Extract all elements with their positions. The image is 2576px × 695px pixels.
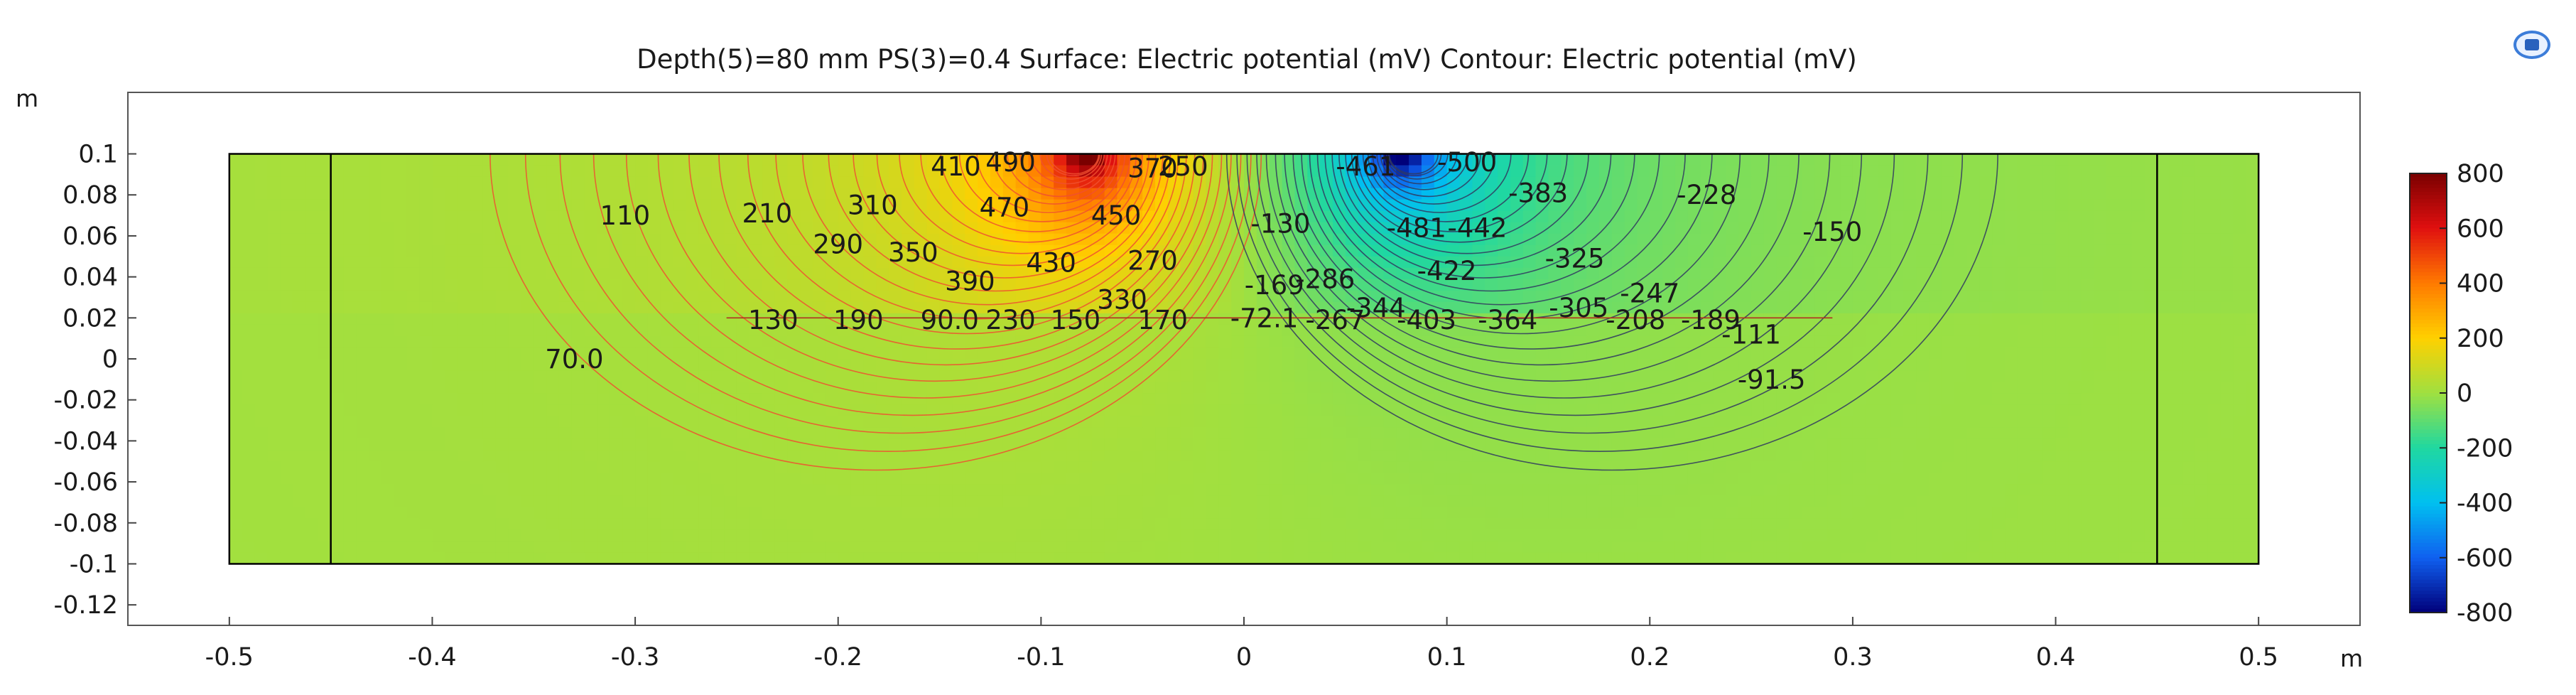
contour-label: 430 <box>1026 247 1076 278</box>
contour-label: -461 <box>1336 151 1395 182</box>
contour-label: 490 <box>985 147 1036 178</box>
contour-label: 130 <box>748 305 799 335</box>
x-tick-label: -0.4 <box>408 643 456 672</box>
y-tick-label: 0 <box>102 345 118 374</box>
contour-label: 210 <box>742 198 792 229</box>
contour-label: -325 <box>1545 244 1605 274</box>
y-tick-label: 0.06 <box>63 222 118 251</box>
x-tick-label: -0.2 <box>814 643 862 672</box>
contour-label: -130 <box>1250 209 1310 239</box>
contour-label: -286 <box>1295 264 1355 295</box>
contour-label: 230 <box>985 305 1036 335</box>
contour-label: 110 <box>600 200 650 231</box>
contour-label: 450 <box>1091 200 1142 231</box>
contour-label: 70.0 <box>545 344 603 375</box>
contour-lines <box>489 153 1998 471</box>
y-tick-label: 0.02 <box>63 304 118 333</box>
contour-label: -481 <box>1387 212 1446 243</box>
contour-label: -364 <box>1478 305 1537 335</box>
contour-label: 390 <box>945 266 995 296</box>
contour-label: -169 <box>1245 270 1304 301</box>
contour-label: -383 <box>1508 178 1568 208</box>
x-tick-label: -0.1 <box>1017 643 1065 672</box>
colorbar-tick-label: -800 <box>2457 599 2513 627</box>
contour-label: -72.1 <box>1230 303 1299 333</box>
colorbar-tick-label: 200 <box>2457 325 2504 353</box>
x-tick-label: -0.3 <box>611 643 659 672</box>
colorbar-tick-label: 600 <box>2457 215 2504 243</box>
colorbar-tick-label: 400 <box>2457 270 2504 298</box>
y-tick-label: 0.04 <box>63 264 118 292</box>
contour-label: 410 <box>931 151 981 182</box>
x-tick-label: 0.1 <box>1427 643 1467 672</box>
contour-label: -247 <box>1620 279 1679 309</box>
y-ticks: 0.1 0.08 0.06 0.04 0.02 0 -0.02 -0.04 -0.06 -0.08… <box>53 141 136 620</box>
contour-label: 170 <box>1137 305 1188 335</box>
contour-label: 370 <box>1127 153 1178 184</box>
y-axis-label: m <box>16 85 38 112</box>
y-tick-label: 0.08 <box>63 181 118 210</box>
colorbar-tick-label: -400 <box>2457 490 2513 518</box>
domain-boundaries <box>228 153 2260 565</box>
contour-label: -422 <box>1417 256 1477 286</box>
contour-label: -305 <box>1549 293 1608 323</box>
contour-label: -267 <box>1306 305 1365 335</box>
contour-label: 330 <box>1097 284 1147 315</box>
contour-label: -228 <box>1677 180 1736 210</box>
contour-label: 90.0 <box>921 305 979 335</box>
x-tick-label: 0.5 <box>2239 643 2278 672</box>
x-tick-label: 0.4 <box>2036 643 2076 672</box>
colorbar-tick-label: -600 <box>2457 544 2513 573</box>
x-tick-label: -0.5 <box>205 643 254 672</box>
contour-label: -91.5 <box>1738 365 1806 395</box>
contour-label: -208 <box>1606 305 1665 335</box>
x-tick-label: 0.2 <box>1630 643 1669 672</box>
y-tick-label: -0.02 <box>53 387 118 415</box>
y-tick-label: -0.06 <box>53 468 118 497</box>
contour-label: -150 <box>1802 217 1862 247</box>
chart-title: Depth(5)=80 mm PS(3)=0.4 Surface: Electr… <box>637 44 1857 75</box>
contour-label: 250 <box>1158 151 1208 182</box>
x-axis-label: m <box>2340 645 2363 672</box>
x-ticks: -0.5 -0.4 -0.3 -0.2 -0.1 0 0.1 0.2 0.3 0.4 0.5 <box>205 617 2278 672</box>
contour-label: -403 <box>1397 305 1456 335</box>
contour-label: 290 <box>813 230 863 260</box>
contour-label: -442 <box>1448 212 1508 243</box>
contour-label: -500 <box>1437 147 1497 178</box>
contour-label: 270 <box>1127 246 1178 276</box>
y-tick-label: -0.1 <box>70 550 118 578</box>
contour-label: -189 <box>1681 305 1741 335</box>
y-tick-label: -0.08 <box>53 510 118 538</box>
colorbar-tick-label: 0 <box>2457 379 2472 408</box>
colorbar: 800 600 400 200 0 -200 -400 -600 -800 <box>2409 160 2513 627</box>
colorbar-tick-label: -200 <box>2457 434 2513 463</box>
y-tick-label: -0.04 <box>53 427 118 456</box>
contour-label: 470 <box>980 193 1030 223</box>
y-tick-label: -0.12 <box>53 591 118 620</box>
contour-label: 190 <box>833 305 884 335</box>
x-tick-label: 0.3 <box>1833 643 1873 672</box>
colorbar-tick-label: 800 <box>2457 160 2504 188</box>
contour-label: 350 <box>888 237 938 268</box>
x-tick-label: 0 <box>1236 643 1252 672</box>
app-logo-icon <box>2513 31 2550 59</box>
contour-label: 150 <box>1051 305 1101 335</box>
contour-label: 310 <box>848 190 898 221</box>
contour-label: -111 <box>1721 319 1781 350</box>
y-tick-label: 0.1 <box>78 141 118 169</box>
contour-label: -344 <box>1346 293 1406 323</box>
